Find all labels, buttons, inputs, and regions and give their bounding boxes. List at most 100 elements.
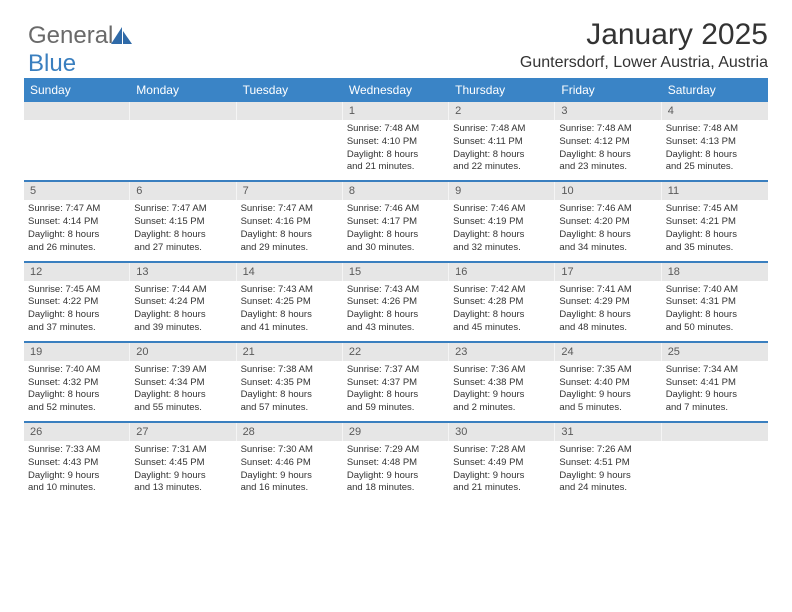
day-number: 28 [237, 423, 343, 441]
day-cell: 7Sunrise: 7:47 AMSunset: 4:16 PMDaylight… [237, 182, 343, 260]
day-number: 9 [449, 182, 555, 200]
day-number: 29 [343, 423, 449, 441]
day-cell: 8Sunrise: 7:46 AMSunset: 4:17 PMDaylight… [343, 182, 449, 260]
day-cell: 19Sunrise: 7:40 AMSunset: 4:32 PMDayligh… [24, 343, 130, 421]
weekday-header-row: SundayMondayTuesdayWednesdayThursdayFrid… [24, 78, 768, 102]
day-details [130, 120, 236, 178]
day-details: Sunrise: 7:33 AMSunset: 4:43 PMDaylight:… [24, 441, 130, 501]
day-cell: 31Sunrise: 7:26 AMSunset: 4:51 PMDayligh… [555, 423, 661, 501]
day-cell: 16Sunrise: 7:42 AMSunset: 4:28 PMDayligh… [449, 263, 555, 341]
day-cell: 28Sunrise: 7:30 AMSunset: 4:46 PMDayligh… [237, 423, 343, 501]
day-cell: 29Sunrise: 7:29 AMSunset: 4:48 PMDayligh… [343, 423, 449, 501]
day-details: Sunrise: 7:43 AMSunset: 4:26 PMDaylight:… [343, 281, 449, 341]
day-number: 22 [343, 343, 449, 361]
day-cell: 25Sunrise: 7:34 AMSunset: 4:41 PMDayligh… [662, 343, 768, 421]
day-number: 30 [449, 423, 555, 441]
day-number: 8 [343, 182, 449, 200]
weekday-header: Saturday [662, 78, 768, 102]
weekday-header: Monday [130, 78, 236, 102]
day-number: 5 [24, 182, 130, 200]
day-number: 2 [449, 102, 555, 120]
day-details: Sunrise: 7:39 AMSunset: 4:34 PMDaylight:… [130, 361, 236, 421]
day-details: Sunrise: 7:42 AMSunset: 4:28 PMDaylight:… [449, 281, 555, 341]
day-number: 7 [237, 182, 343, 200]
day-details: Sunrise: 7:34 AMSunset: 4:41 PMDaylight:… [662, 361, 768, 421]
day-cell: 2Sunrise: 7:48 AMSunset: 4:11 PMDaylight… [449, 102, 555, 180]
weekday-header: Thursday [449, 78, 555, 102]
day-cell: 3Sunrise: 7:48 AMSunset: 4:12 PMDaylight… [555, 102, 661, 180]
day-details: Sunrise: 7:28 AMSunset: 4:49 PMDaylight:… [449, 441, 555, 501]
day-cell: 21Sunrise: 7:38 AMSunset: 4:35 PMDayligh… [237, 343, 343, 421]
weekday-header: Wednesday [343, 78, 449, 102]
day-number: 13 [130, 263, 236, 281]
day-number [237, 102, 343, 120]
day-cell: 10Sunrise: 7:46 AMSunset: 4:20 PMDayligh… [555, 182, 661, 260]
day-details [662, 441, 768, 499]
day-number: 3 [555, 102, 661, 120]
day-number: 4 [662, 102, 768, 120]
day-number: 19 [24, 343, 130, 361]
day-details: Sunrise: 7:48 AMSunset: 4:12 PMDaylight:… [555, 120, 661, 180]
day-details: Sunrise: 7:40 AMSunset: 4:31 PMDaylight:… [662, 281, 768, 341]
page-title: January 2025 [24, 18, 768, 52]
day-number: 15 [343, 263, 449, 281]
day-cell: 27Sunrise: 7:31 AMSunset: 4:45 PMDayligh… [130, 423, 236, 501]
week-row: 5Sunrise: 7:47 AMSunset: 4:14 PMDaylight… [24, 182, 768, 262]
day-cell [24, 102, 130, 180]
brand-logo: General Blue [28, 22, 133, 78]
day-number: 18 [662, 263, 768, 281]
day-details: Sunrise: 7:38 AMSunset: 4:35 PMDaylight:… [237, 361, 343, 421]
day-details: Sunrise: 7:29 AMSunset: 4:48 PMDaylight:… [343, 441, 449, 501]
weekday-header: Tuesday [237, 78, 343, 102]
day-cell: 17Sunrise: 7:41 AMSunset: 4:29 PMDayligh… [555, 263, 661, 341]
day-details: Sunrise: 7:45 AMSunset: 4:21 PMDaylight:… [662, 200, 768, 260]
day-details [24, 120, 130, 178]
day-number: 10 [555, 182, 661, 200]
day-details: Sunrise: 7:40 AMSunset: 4:32 PMDaylight:… [24, 361, 130, 421]
day-details: Sunrise: 7:48 AMSunset: 4:13 PMDaylight:… [662, 120, 768, 180]
day-cell: 6Sunrise: 7:47 AMSunset: 4:15 PMDaylight… [130, 182, 236, 260]
day-number: 6 [130, 182, 236, 200]
day-cell: 11Sunrise: 7:45 AMSunset: 4:21 PMDayligh… [662, 182, 768, 260]
day-details: Sunrise: 7:48 AMSunset: 4:11 PMDaylight:… [449, 120, 555, 180]
day-details: Sunrise: 7:35 AMSunset: 4:40 PMDaylight:… [555, 361, 661, 421]
day-details: Sunrise: 7:48 AMSunset: 4:10 PMDaylight:… [343, 120, 449, 180]
day-number: 16 [449, 263, 555, 281]
day-number: 21 [237, 343, 343, 361]
logo-text-2: Blue [28, 50, 76, 77]
calendar-grid: SundayMondayTuesdayWednesdayThursdayFrid… [24, 78, 768, 501]
day-cell: 5Sunrise: 7:47 AMSunset: 4:14 PMDaylight… [24, 182, 130, 260]
day-cell: 20Sunrise: 7:39 AMSunset: 4:34 PMDayligh… [130, 343, 236, 421]
weekday-header: Friday [555, 78, 661, 102]
day-details: Sunrise: 7:47 AMSunset: 4:14 PMDaylight:… [24, 200, 130, 260]
day-details: Sunrise: 7:46 AMSunset: 4:17 PMDaylight:… [343, 200, 449, 260]
day-number [662, 423, 768, 441]
day-details: Sunrise: 7:46 AMSunset: 4:19 PMDaylight:… [449, 200, 555, 260]
day-cell: 12Sunrise: 7:45 AMSunset: 4:22 PMDayligh… [24, 263, 130, 341]
day-number: 20 [130, 343, 236, 361]
day-cell: 15Sunrise: 7:43 AMSunset: 4:26 PMDayligh… [343, 263, 449, 341]
day-details: Sunrise: 7:31 AMSunset: 4:45 PMDaylight:… [130, 441, 236, 501]
day-details [237, 120, 343, 178]
day-details: Sunrise: 7:47 AMSunset: 4:15 PMDaylight:… [130, 200, 236, 260]
day-details: Sunrise: 7:26 AMSunset: 4:51 PMDaylight:… [555, 441, 661, 501]
day-cell: 26Sunrise: 7:33 AMSunset: 4:43 PMDayligh… [24, 423, 130, 501]
day-cell: 30Sunrise: 7:28 AMSunset: 4:49 PMDayligh… [449, 423, 555, 501]
day-details: Sunrise: 7:46 AMSunset: 4:20 PMDaylight:… [555, 200, 661, 260]
day-number: 31 [555, 423, 661, 441]
weekday-header: Sunday [24, 78, 130, 102]
day-details: Sunrise: 7:45 AMSunset: 4:22 PMDaylight:… [24, 281, 130, 341]
day-cell: 18Sunrise: 7:40 AMSunset: 4:31 PMDayligh… [662, 263, 768, 341]
week-row: 19Sunrise: 7:40 AMSunset: 4:32 PMDayligh… [24, 343, 768, 423]
day-cell: 24Sunrise: 7:35 AMSunset: 4:40 PMDayligh… [555, 343, 661, 421]
day-cell: 9Sunrise: 7:46 AMSunset: 4:19 PMDaylight… [449, 182, 555, 260]
day-number: 23 [449, 343, 555, 361]
day-cell: 14Sunrise: 7:43 AMSunset: 4:25 PMDayligh… [237, 263, 343, 341]
logo-sail-icon [111, 27, 133, 45]
day-cell: 23Sunrise: 7:36 AMSunset: 4:38 PMDayligh… [449, 343, 555, 421]
day-cell [130, 102, 236, 180]
day-details: Sunrise: 7:30 AMSunset: 4:46 PMDaylight:… [237, 441, 343, 501]
day-cell [662, 423, 768, 501]
logo-text-1: General [28, 22, 113, 49]
day-number [24, 102, 130, 120]
